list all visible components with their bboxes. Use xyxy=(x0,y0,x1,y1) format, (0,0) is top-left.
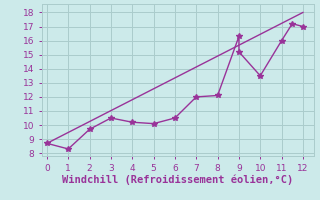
X-axis label: Windchill (Refroidissement éolien,°C): Windchill (Refroidissement éolien,°C) xyxy=(62,174,293,185)
